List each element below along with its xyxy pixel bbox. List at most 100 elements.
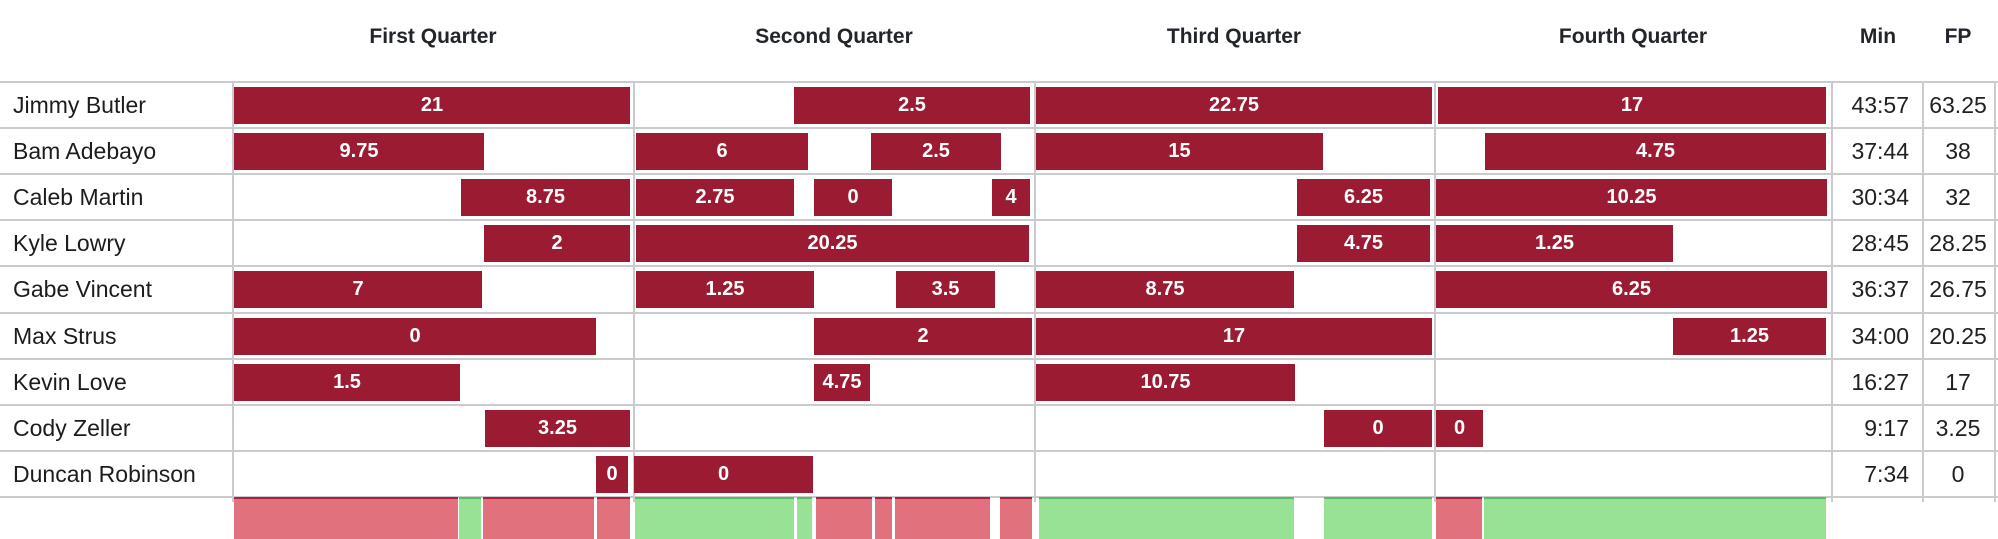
stint-fp-label: 20.25	[807, 232, 858, 255]
stint-fp-label: 6.25	[1344, 186, 1383, 209]
stint-bar[interactable]: 0	[234, 317, 596, 355]
gridline-horizontal	[0, 357, 1998, 360]
minutes-value: 36:37	[1851, 276, 1909, 303]
stint-fp-label: 4.75	[1636, 140, 1675, 163]
gridline-vertical	[1922, 81, 1924, 502]
stint-fp-label: 2	[917, 324, 929, 347]
minutes-value: 30:34	[1851, 184, 1909, 211]
stint-bar[interactable]: 22.75	[1036, 87, 1432, 124]
player-row: Bam Adebayo 37:44 38 9.75 6 2.5 15 4.75	[0, 128, 1998, 174]
player-name: Duncan Robinson	[13, 460, 196, 487]
stint-fp-label: 7	[352, 278, 364, 301]
margin-strip-segment-pos[interactable]	[1484, 497, 1826, 539]
stint-bar[interactable]: 4.75	[1297, 225, 1430, 263]
gridline-horizontal	[0, 127, 1998, 130]
stint-timeline-chart: First Quarter Second Quarter Third Quart…	[0, 25, 1998, 539]
stint-fp-label: 0	[1453, 416, 1466, 439]
stint-bar[interactable]: 0	[1436, 409, 1483, 447]
stint-fp-label: 4	[1005, 186, 1017, 209]
header-second-quarter: Second Quarter	[755, 25, 913, 48]
gridline-horizontal	[0, 495, 1998, 498]
margin-strip-segment-neg[interactable]	[483, 497, 594, 539]
player-name: Gabe Vincent	[13, 276, 152, 303]
stint-bar[interactable]: 7	[234, 271, 482, 309]
player-row: Kevin Love 16:27 17 1.5 4.75 10.75	[0, 359, 1998, 405]
stint-fp-label: 9.75	[339, 140, 379, 163]
stint-bar[interactable]: 8.75	[461, 179, 630, 217]
stint-bar[interactable]: 8.75	[1036, 271, 1294, 309]
margin-strip-segment-pos[interactable]	[635, 497, 794, 539]
stint-bar[interactable]: 6	[636, 133, 808, 171]
stint-bar[interactable]: 9.75	[234, 133, 484, 171]
stint-fp-label: 10.25	[1606, 186, 1657, 209]
stint-bar[interactable]: 10.25	[1436, 179, 1827, 217]
margin-strip-segment-neg[interactable]	[895, 497, 990, 539]
player-row: Cody Zeller 9:17 3.25 3.25 0 0	[0, 405, 1998, 451]
stint-bar[interactable]: 2.5	[794, 87, 1030, 124]
margin-strip-segment-neg[interactable]	[234, 497, 458, 539]
stint-bar[interactable]: 3.25	[485, 409, 630, 447]
stint-bar[interactable]: 6.25	[1436, 271, 1827, 309]
fp-value: 3.25	[1935, 414, 1981, 441]
stint-fp-label: 0	[717, 462, 730, 485]
stint-bar[interactable]: 2	[484, 225, 630, 263]
stint-fp-label: 0	[409, 324, 421, 347]
player-name: Caleb Martin	[13, 184, 144, 211]
margin-strip-segment-pos[interactable]	[1039, 497, 1294, 539]
stint-bar[interactable]: 3.5	[896, 271, 995, 309]
stint-bar[interactable]: 0	[634, 455, 813, 493]
margin-strip-segment-neg[interactable]	[597, 497, 630, 539]
fp-value: 0	[1951, 460, 1965, 487]
gridline-vertical	[633, 81, 635, 502]
stint-bar[interactable]: 17	[1036, 317, 1432, 355]
minutes-value: 28:45	[1851, 230, 1909, 257]
stint-bar[interactable]: 4	[992, 179, 1030, 217]
stint-bar[interactable]: 1.5	[234, 363, 460, 401]
stint-bar[interactable]: 0	[596, 455, 628, 493]
margin-strip-segment-pos[interactable]	[797, 497, 812, 539]
stint-bar[interactable]: 1.25	[636, 271, 814, 309]
fp-value: 63.25	[1929, 92, 1987, 118]
player-name: Kevin Love	[13, 368, 127, 395]
stint-bar[interactable]: 4.75	[814, 363, 870, 401]
player-name: Bam Adebayo	[13, 138, 157, 165]
stint-bar[interactable]: 2.75	[636, 179, 794, 217]
stint-fp-label: 17	[1222, 324, 1246, 347]
stint-fp-label: 1.25	[1730, 324, 1769, 347]
margin-strip-segment-neg[interactable]	[875, 497, 892, 539]
minutes-value: 34:00	[1851, 322, 1909, 349]
stint-bar[interactable]: 17	[1438, 87, 1826, 124]
stint-fp-label: 2.5	[898, 94, 926, 116]
gridline-horizontal	[0, 219, 1998, 222]
player-name: Max Strus	[13, 322, 117, 349]
stint-fp-label: 10.75	[1140, 370, 1191, 393]
stint-fp-label: 15	[1168, 140, 1191, 163]
stint-bar[interactable]: 4.75	[1485, 133, 1826, 171]
gridline-vertical	[1034, 81, 1036, 502]
margin-strip-segment-neg[interactable]	[1436, 497, 1482, 539]
stint-bar[interactable]: 15	[1036, 133, 1323, 171]
stint-fp-label: 2.75	[695, 186, 735, 209]
gridline-horizontal	[0, 449, 1998, 452]
stint-fp-label: 1.25	[1535, 232, 1574, 255]
margin-strip-segment-neg[interactable]	[816, 497, 872, 539]
minutes-value: 16:27	[1851, 368, 1909, 395]
stint-bar[interactable]: 0	[814, 179, 892, 217]
stint-bar[interactable]: 2.5	[871, 133, 1001, 171]
stint-fp-label: 2	[551, 232, 563, 255]
stint-fp-label: 1.5	[333, 370, 361, 393]
margin-strip-segment-pos[interactable]	[459, 497, 481, 539]
stint-bar[interactable]: 6.25	[1297, 179, 1430, 217]
stint-bar[interactable]: 20.25	[636, 225, 1029, 263]
fp-value: 32	[1945, 184, 1971, 211]
stint-bar[interactable]: 1.25	[1436, 225, 1673, 263]
margin-strip-segment-pos[interactable]	[1324, 497, 1432, 539]
stint-fp-label: 3.25	[538, 416, 577, 439]
margin-strip-segment-neg[interactable]	[1000, 497, 1032, 539]
stint-bar[interactable]: 2	[814, 317, 1032, 355]
stint-bar[interactable]: 21	[234, 87, 630, 124]
stint-bar[interactable]: 10.75	[1036, 363, 1295, 401]
minutes-value: 9:17	[1864, 414, 1909, 441]
stint-bar[interactable]: 0	[1324, 409, 1432, 447]
stint-bar[interactable]: 1.25	[1673, 317, 1826, 355]
